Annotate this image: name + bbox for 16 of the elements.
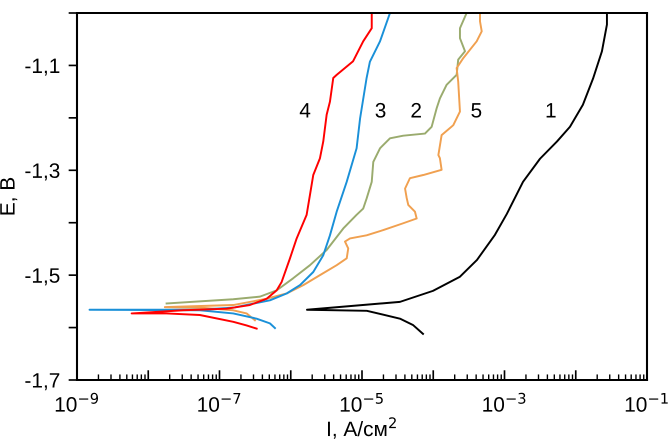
x-tick-label: 10$^{−7}$ (198, 393, 240, 412)
x-tick-label: 10$^{−3}$ (483, 392, 526, 412)
series-label: 3 (376, 102, 386, 118)
y-tick-label: -1,1 (25, 58, 60, 76)
x-tick-label: 10$^{−5}$ (340, 393, 383, 412)
x-tick-label: 10$^{−1}$ (626, 393, 668, 412)
series-label: 2 (411, 102, 421, 118)
y-tick-label: -1,7 (25, 373, 60, 390)
series-label: 5 (471, 103, 482, 118)
series-label: 1 (546, 103, 556, 118)
y-tick-label: -1,3 (25, 163, 60, 180)
y-tick-label: -1,5 (25, 268, 60, 286)
x-axis-title: I, А/см$^{2}$ (328, 417, 396, 439)
series-label: 4 (300, 103, 310, 118)
x-tick-label: 10$^{−9}$ (56, 392, 98, 412)
y-axis-title: Е, В (0, 178, 18, 214)
